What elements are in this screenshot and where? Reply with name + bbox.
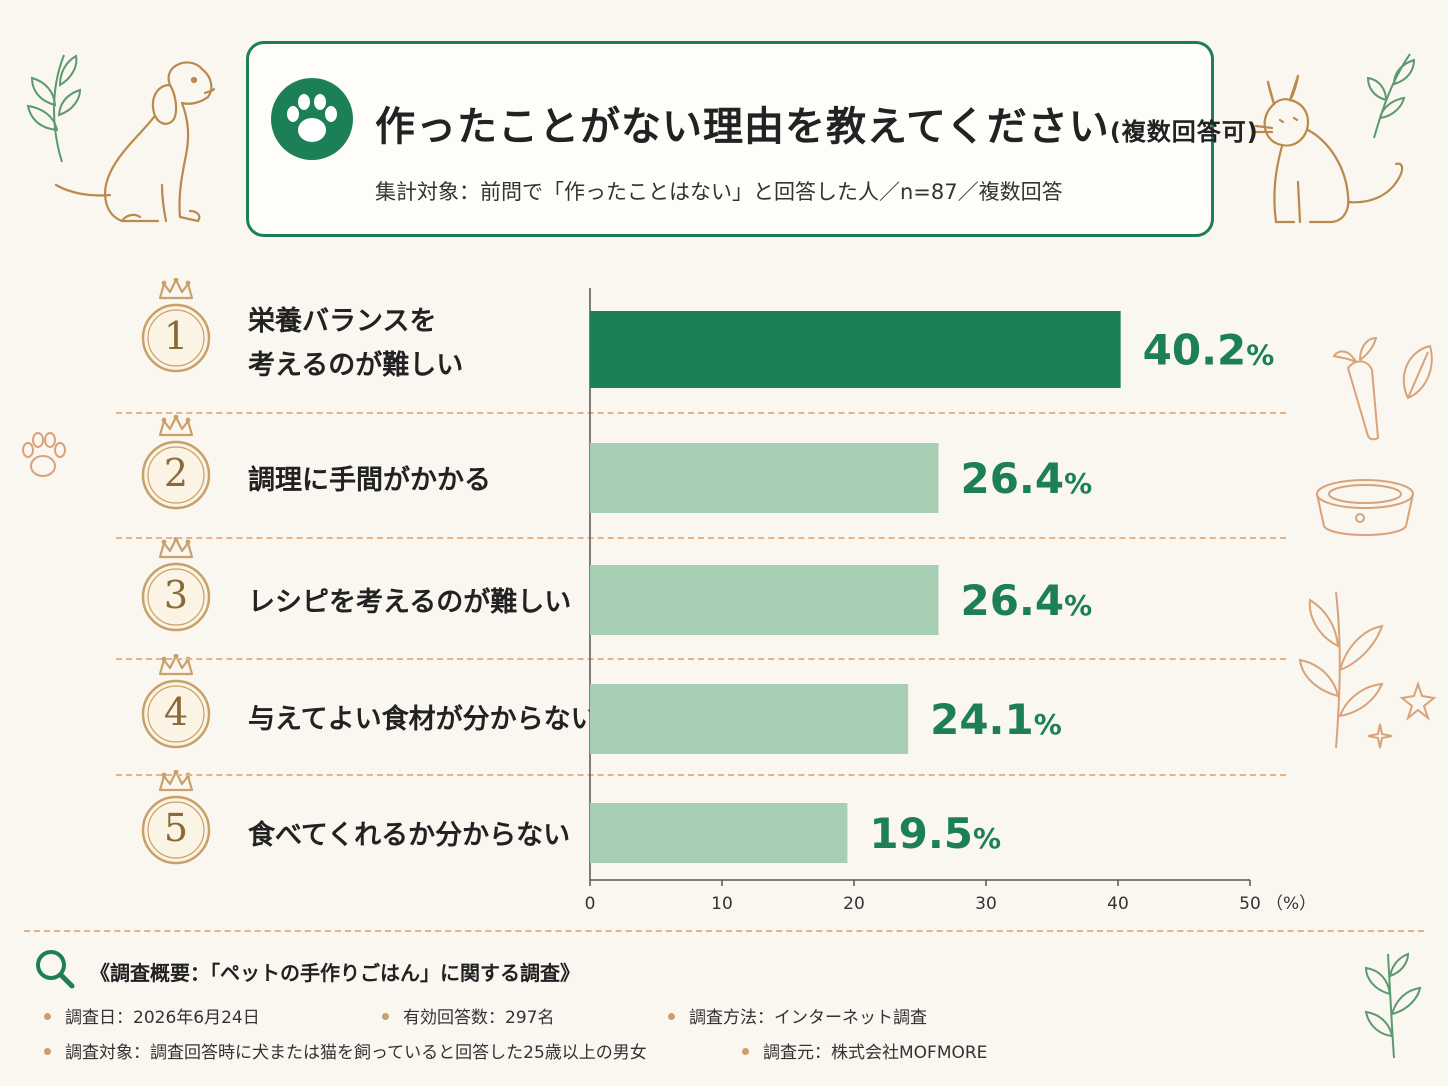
value-unit: % bbox=[1246, 339, 1274, 372]
survey-date: 調査日：2026年6月24日 bbox=[44, 1003, 260, 1028]
rank-label-line: 調理に手間がかかる bbox=[248, 465, 491, 496]
value-unit: % bbox=[1064, 467, 1092, 500]
rank-label-line: 食べてくれるか分からない bbox=[248, 820, 571, 851]
cat-illustration-icon bbox=[1254, 74, 1404, 224]
value-number: 40.2 bbox=[1143, 326, 1247, 375]
rank-label-line: 与えてよい食材が分からない bbox=[248, 704, 598, 735]
dog-illustration-icon bbox=[54, 61, 216, 223]
title-card: 作ったことがない理由を教えてください(複数回答可) 集計対象：前問で「作ったこと… bbox=[246, 41, 1258, 237]
rank-label-5: 食べてくれるか分からない bbox=[248, 814, 570, 858]
rank-label-line: レシピを考えるのが難しい bbox=[248, 587, 572, 618]
paw-print-icon bbox=[287, 94, 337, 142]
bar-3 bbox=[590, 565, 939, 635]
value-number: 19.5 bbox=[869, 809, 973, 858]
value-label-3: 26.4% bbox=[960, 576, 1092, 625]
x-tick-label: 50 bbox=[1239, 894, 1261, 914]
rank-badge-5: 5 bbox=[140, 770, 212, 865]
search-icon bbox=[36, 950, 75, 989]
value-label-5: 19.5% bbox=[869, 809, 1001, 858]
row-divider bbox=[116, 412, 1286, 414]
rank-number: 2 bbox=[163, 451, 189, 495]
value-number: 26.4 bbox=[960, 576, 1064, 625]
bar-4 bbox=[590, 684, 909, 754]
bar-1 bbox=[590, 311, 1121, 388]
rank-badge-1: 1 bbox=[140, 278, 212, 373]
x-tick-label: 40 bbox=[1107, 894, 1129, 914]
value-number: 24.1 bbox=[930, 695, 1034, 744]
rank-label-1: 栄養バランスを 考えるのが難しい bbox=[248, 300, 463, 388]
value-unit: % bbox=[1034, 708, 1062, 741]
value-label-2: 26.4% bbox=[960, 454, 1092, 503]
row-divider bbox=[116, 658, 1286, 660]
valid-responses: 有効回答数：297名 bbox=[382, 1003, 554, 1028]
page-title: 作ったことがない理由を教えてください(複数回答可) bbox=[375, 104, 1259, 150]
survey-subtitle: 集計対象：前問で「作ったことはない」と回答した人／n=87／複数回答 bbox=[375, 180, 1063, 204]
rank-badge-4: 4 bbox=[140, 654, 212, 749]
title-note: (複数回答可) bbox=[1109, 118, 1259, 146]
rank-number: 3 bbox=[163, 573, 189, 617]
bar-5 bbox=[590, 803, 848, 863]
x-tick-label: 20 bbox=[843, 894, 865, 914]
rank-badge-2: 2 bbox=[140, 415, 212, 510]
herb-illustration-icon bbox=[1298, 591, 1384, 749]
carrot-illustration-icon bbox=[1332, 336, 1433, 441]
leaf-sprig-icon bbox=[26, 54, 82, 163]
bar-2 bbox=[590, 443, 939, 513]
row-divider bbox=[116, 537, 1286, 539]
x-axis-unit: （%） bbox=[1266, 894, 1316, 914]
leaf-sprig-icon bbox=[1366, 53, 1416, 139]
value-number: 26.4 bbox=[960, 454, 1064, 503]
value-label-1: 40.2% bbox=[1143, 326, 1275, 375]
star-sparkle-icon bbox=[1367, 680, 1437, 749]
footer-divider bbox=[24, 930, 1424, 932]
rank-label-2: 調理に手間がかかる bbox=[248, 459, 491, 503]
value-unit: % bbox=[973, 822, 1001, 855]
rank-label-line: 栄養バランスを bbox=[248, 306, 437, 337]
leaf-sprig-icon bbox=[1364, 952, 1422, 1059]
rank-badge-3: 3 bbox=[140, 537, 212, 632]
value-unit: % bbox=[1064, 589, 1092, 622]
survey-method: 調査方法：インターネット調査 bbox=[668, 1003, 927, 1028]
x-tick-label: 30 bbox=[975, 894, 997, 914]
rank-label-4: 与えてよい食材が分からない bbox=[248, 698, 598, 742]
rank-number: 5 bbox=[163, 806, 189, 850]
paw-badge bbox=[271, 78, 353, 160]
survey-source: 調査元：株式会社MOFMORE bbox=[742, 1038, 987, 1063]
rank-number: 4 bbox=[163, 690, 189, 734]
x-tick-label: 0 bbox=[585, 894, 596, 914]
survey-target: 調査対象：調査回答時に犬または猫を飼っていると回答した25歳以上の男女 bbox=[44, 1038, 647, 1063]
rank-number: 1 bbox=[163, 314, 189, 358]
row-divider bbox=[116, 774, 1286, 776]
bar-chart: 0 10 20 30 40 50 （%）40.2%26.4%26.4%24.1%19.5% bbox=[585, 288, 1316, 914]
rank-label-line: 考えるのが難しい bbox=[248, 350, 464, 381]
pet-bowl-icon bbox=[1316, 479, 1414, 536]
survey-overview-title: 《調査概要：「ペットの手作りごはん」に関する調査》 bbox=[90, 961, 580, 985]
paw-print-icon bbox=[22, 432, 66, 477]
rank-label-3: レシピを考えるのが難しい bbox=[248, 581, 571, 625]
x-tick-label: 10 bbox=[711, 894, 733, 914]
value-label-4: 24.1% bbox=[930, 695, 1062, 744]
